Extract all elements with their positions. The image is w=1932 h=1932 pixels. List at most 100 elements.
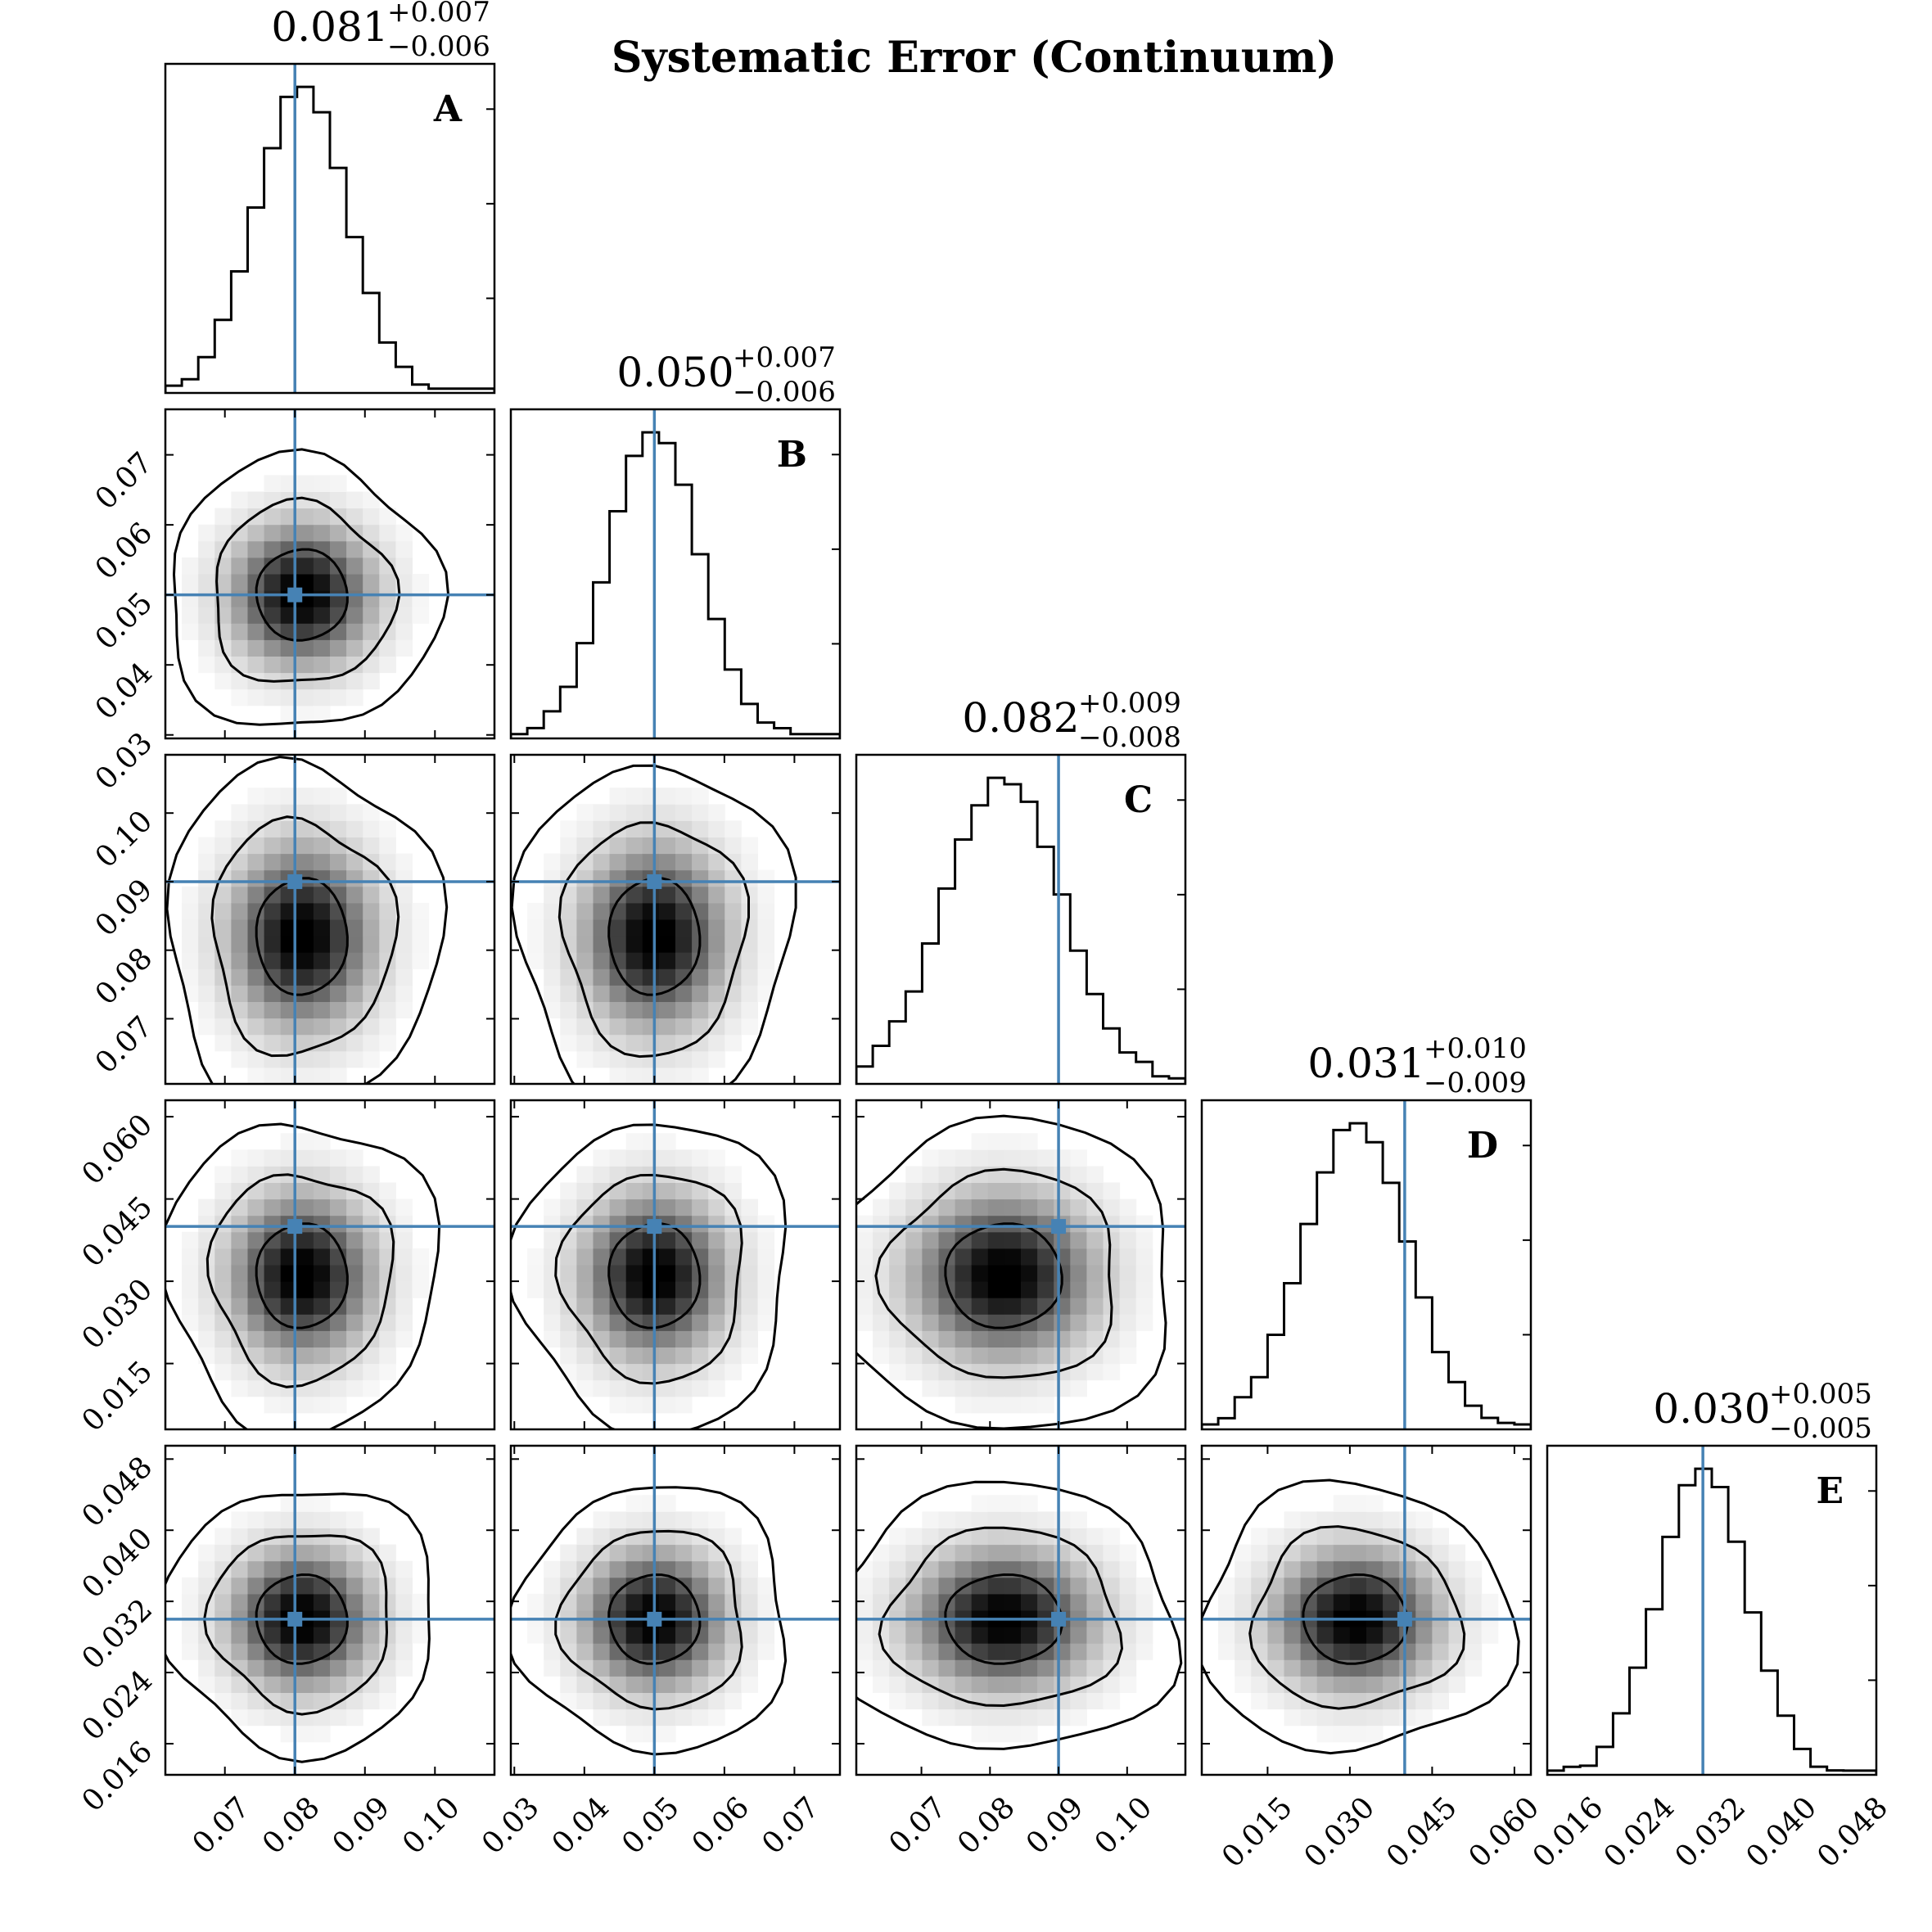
- density-cell: [412, 936, 430, 953]
- density-cell: [658, 1560, 676, 1578]
- density-cell: [544, 1659, 561, 1677]
- density-cell: [379, 936, 396, 953]
- density-cell: [708, 1692, 725, 1710]
- density-cell: [1004, 1692, 1022, 1710]
- density-cell: [264, 1231, 282, 1249]
- density-cell: [642, 919, 660, 937]
- density-cell: [741, 968, 758, 986]
- density-cell: [296, 837, 314, 855]
- density-cell: [905, 1643, 923, 1660]
- density-cell: [757, 919, 775, 937]
- density-cell: [1119, 1231, 1137, 1249]
- density-cell: [264, 1709, 282, 1727]
- density-cell: [724, 1593, 742, 1611]
- density-cell: [609, 1396, 627, 1414]
- density-cell: [658, 804, 676, 821]
- density-cell: [264, 1215, 282, 1233]
- y-tick-label: 0.030: [75, 1272, 159, 1356]
- density-cell: [692, 1149, 709, 1167]
- density-cell: [642, 1577, 660, 1595]
- density-cell: [247, 1231, 265, 1249]
- density-cell: [198, 936, 215, 953]
- density-cell: [395, 1560, 413, 1578]
- density-cell: [264, 1182, 282, 1200]
- median-value: 0.031: [1307, 1040, 1424, 1087]
- density-cell: [625, 919, 643, 937]
- density-cell: [1415, 1511, 1433, 1528]
- density-cell: [231, 540, 248, 558]
- density-cell: [856, 1265, 873, 1282]
- density-cell: [1383, 1659, 1400, 1677]
- density-cell: [955, 1182, 973, 1200]
- density-cell: [873, 1560, 890, 1578]
- density-cell: [264, 837, 282, 855]
- density-cell: [873, 1231, 890, 1249]
- density-cell: [1432, 1593, 1449, 1611]
- density-cell: [1021, 1379, 1038, 1397]
- density-cell: [379, 557, 396, 575]
- density-cell: [1086, 1330, 1104, 1347]
- density-cell: [247, 557, 265, 575]
- density-cell: [1037, 1659, 1054, 1677]
- density-panel-c-e: 0.070.080.090.10: [855, 1444, 1187, 1861]
- density-cell: [873, 1676, 890, 1693]
- density-cell: [1316, 1511, 1334, 1528]
- density-cell: [296, 557, 314, 575]
- density-cell: [198, 1215, 215, 1233]
- density-cell: [560, 837, 577, 855]
- density-cell: [593, 1643, 611, 1660]
- density-cell: [231, 1627, 248, 1644]
- density-cell: [576, 837, 594, 855]
- density-cell: [609, 788, 627, 805]
- density-cell: [856, 1215, 873, 1233]
- density-cell: [346, 557, 363, 575]
- density-cell: [741, 952, 758, 969]
- density-cell: [1037, 1314, 1054, 1331]
- density-cell: [576, 1314, 594, 1331]
- panel-label: D: [1467, 1125, 1498, 1167]
- density-cell: [692, 1347, 709, 1365]
- density-cell: [560, 968, 577, 986]
- density-cell: [313, 1166, 331, 1183]
- density-cell: [379, 837, 396, 855]
- density-cell: [692, 886, 709, 904]
- density-cell: [1135, 1265, 1153, 1282]
- density-cell: [1284, 1577, 1302, 1595]
- density-cell: [856, 1627, 873, 1644]
- density-cell: [231, 656, 248, 674]
- density-cell: [379, 1265, 396, 1282]
- density-cell: [264, 853, 282, 871]
- density-cell: [346, 1709, 363, 1727]
- density-cell: [889, 1528, 906, 1546]
- density-cell: [1037, 1544, 1054, 1562]
- density-cell: [247, 936, 265, 953]
- density-cell: [724, 820, 742, 837]
- density-cell: [1448, 1659, 1466, 1677]
- density-cell: [593, 1330, 611, 1347]
- density-cell: [971, 1528, 989, 1546]
- density-cell: [1135, 1215, 1153, 1233]
- density-cell: [625, 886, 643, 904]
- density-cell: [757, 1265, 775, 1282]
- density-cell: [560, 1182, 577, 1200]
- density-cell: [231, 1034, 248, 1052]
- truth-marker: [287, 1611, 303, 1627]
- density-cell: [247, 540, 265, 558]
- density-cell: [873, 1643, 890, 1660]
- density-cell: [856, 1577, 873, 1595]
- density-cell: [1333, 1643, 1351, 1660]
- panel-label: E: [1816, 1470, 1844, 1512]
- density-cell: [692, 1643, 709, 1660]
- density-cell: [560, 820, 577, 837]
- density-cell: [247, 788, 265, 805]
- density-cell: [264, 1001, 282, 1019]
- density-cell: [280, 886, 298, 904]
- density-cell: [363, 1166, 380, 1183]
- density-cell: [1086, 1215, 1104, 1233]
- density-cell: [625, 1495, 643, 1512]
- density-cell: [642, 1018, 660, 1036]
- density-cell: [593, 869, 611, 887]
- density-cell: [576, 804, 594, 821]
- density-cell: [1086, 1166, 1104, 1183]
- density-cell: [642, 1330, 660, 1347]
